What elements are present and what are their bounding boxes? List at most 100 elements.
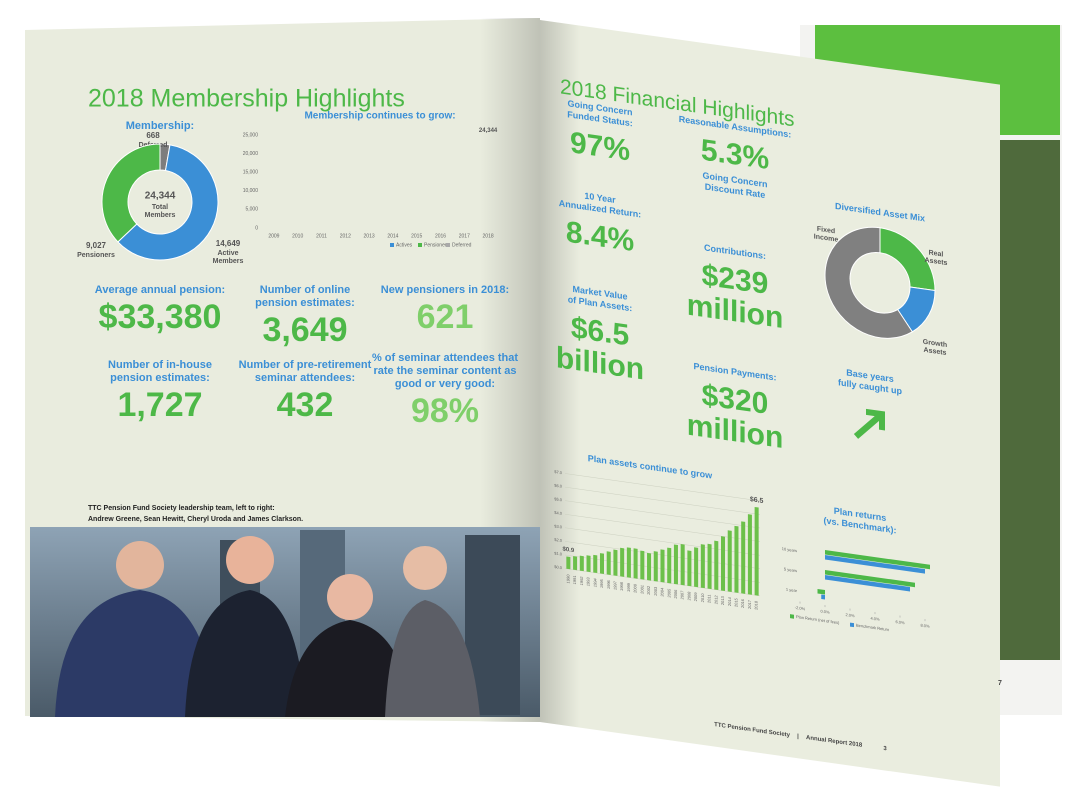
y-tick-label: 1 year [786,587,798,594]
stat-value: 432 [277,386,334,424]
x-tick-label: 2010 [292,233,303,239]
bar [660,549,665,583]
x-tick-label: 2016 [740,598,745,608]
x-tick-label: 1995 [599,578,604,588]
x-tick-label: 2011 [316,233,327,239]
legend-label: Plan Return (net of fees) [796,614,840,625]
bar [817,589,825,595]
segment-value-label: 9,027 [86,241,107,250]
x-tick-label: 6.0% [895,619,905,625]
x-tick-label: 2013 [364,233,375,239]
x-tick-label: 2018 [754,600,759,610]
stat-label: good or very good: [395,378,495,390]
legend-swatch [850,622,854,628]
x-tick-label: 2016 [435,233,446,239]
bar [734,525,739,593]
grid-line [565,486,760,515]
y-tick-label: $2.0 [554,537,563,543]
x-tick-label: 1994 [592,577,597,587]
donut-segment [101,143,161,243]
bar [680,544,685,586]
x-tick-label: 2.0% [845,612,855,618]
stat-value: 1,727 [117,386,202,424]
page-number: 7 [998,680,1002,687]
bar [647,552,652,581]
segment-name: Real [929,249,944,258]
bar [667,547,672,584]
photo-caption: Andrew Greene, Sean Hewitt, Cheryl Uroda… [88,516,303,523]
bar [620,547,625,577]
donut-segment [824,226,914,339]
bar [653,551,658,582]
bar [586,555,591,573]
x-tick-label: 2010 [700,592,705,602]
stat-label: pension estimates: [110,372,210,384]
value-label: $0.9 [563,547,575,555]
bar [700,544,705,589]
y-tick-label: 15,000 [243,170,259,176]
y-tick-label: 0 [255,225,258,231]
person-head [403,546,447,590]
x-tick-label: 4.0% [870,616,880,622]
x-tick-label: 2001 [639,584,644,594]
bar [741,521,746,594]
y-tick-label: $0.0 [554,564,563,570]
total-label: 24,344 [479,128,498,134]
y-tick-label: $4.0 [554,510,563,516]
segment-value-label: 668 [146,131,160,140]
right-page [540,20,1000,787]
stat-value: 98% [411,392,479,430]
person-head [226,536,274,584]
stat-value: 3,649 [262,311,347,349]
x-tick-label: 1993 [586,576,591,586]
stat-label: New pensioners in 2018: [381,284,509,296]
legend-label: Deferred [452,242,472,248]
y-tick-label: $1.0 [554,551,563,557]
bar [640,550,645,580]
person-head [116,541,164,589]
stat-label: pension estimates: [255,297,355,309]
bar [825,555,925,574]
x-tick-label: 2009 [268,233,279,239]
donut-total-label: Members [145,212,176,219]
bar [825,575,910,592]
segment-name: Members [213,258,244,265]
stat-label: Number of online [260,284,350,296]
segment-value-label: 14,649 [216,239,241,248]
fold-shadow [540,20,580,728]
bar [599,553,604,574]
x-tick-label: 2006 [673,589,678,599]
x-tick-label: -2.0% [795,605,806,611]
segment-name: Pensioners [77,252,115,259]
bar [694,547,699,588]
stat-label: Number of in-house [108,359,212,371]
grid-line [565,500,760,529]
bar [714,540,719,591]
photo-caption: TTC Pension Fund Society leadership team… [88,505,275,512]
x-tick-label: 2004 [660,587,665,597]
grid-line [565,473,760,502]
page-title: 2018 Membership Highlights [88,85,405,113]
bar [626,547,631,578]
y-tick-label: 5,000 [245,207,258,213]
segment-name: Growth [923,339,947,349]
x-tick-label: 2017 [747,599,752,609]
stat-label: seminar attendees: [255,372,355,384]
donut-segment [117,144,219,261]
stat-value: $6.5 [571,311,629,352]
page-number: 3 [883,746,887,753]
x-tick-label: 2003 [653,586,658,596]
stat-value: $33,380 [99,298,222,336]
y-tick-label: 25,000 [243,132,259,138]
x-tick-label: 0.0% [820,608,830,614]
bar [613,549,618,576]
x-tick-label: 2014 [727,596,732,606]
x-tick-label: 8.0% [920,623,930,629]
x-tick-label: 1999 [626,582,631,592]
y-tick-label: $5.0 [554,496,563,502]
x-tick-label: 2009 [693,591,698,601]
up-arrow [853,408,885,439]
x-tick-label: 2002 [646,585,651,595]
bar [825,570,915,588]
bar [573,556,578,571]
